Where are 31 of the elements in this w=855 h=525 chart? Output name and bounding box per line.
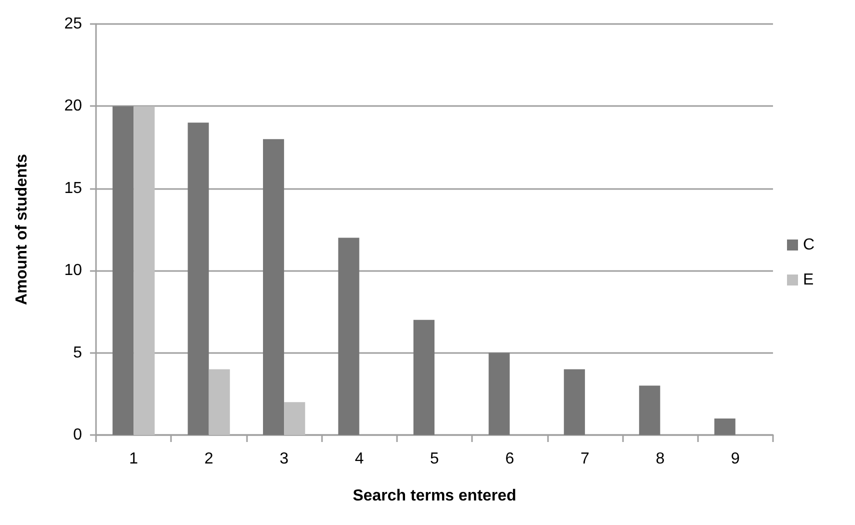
x-tick-label: 5 — [430, 450, 440, 468]
y-tick-label: 0 — [73, 426, 82, 444]
x-tick-label: 4 — [354, 450, 364, 468]
bar — [284, 402, 306, 435]
bar — [488, 352, 510, 435]
x-tick-label: 6 — [505, 450, 514, 468]
x-tick-label: 2 — [204, 450, 214, 468]
bar — [134, 106, 155, 435]
bar — [564, 369, 585, 435]
legend-label: E — [803, 272, 814, 288]
y-tick-label: 20 — [64, 98, 82, 115]
x-tick-label: 7 — [580, 450, 590, 468]
y-tick-label: 15 — [64, 180, 82, 197]
x-axis-title: Search terms entered — [352, 488, 516, 504]
x-tick-label: 3 — [280, 450, 289, 468]
bar — [208, 369, 230, 435]
bar — [112, 106, 134, 435]
bar — [262, 139, 284, 435]
bar — [413, 320, 434, 435]
y-tick-label: 25 — [64, 16, 82, 32]
x-tick-label: 8 — [656, 450, 665, 468]
y-tick-label: 10 — [64, 262, 82, 280]
legend-label: C — [803, 236, 815, 254]
bar — [714, 418, 736, 435]
y-axis-title: Amount of students — [14, 154, 30, 306]
x-tick-label: 9 — [730, 450, 740, 468]
y-tick-label: 5 — [73, 344, 82, 362]
x-tick-label: 1 — [129, 450, 138, 468]
bar — [188, 122, 209, 435]
bar — [338, 238, 360, 435]
bar — [639, 386, 660, 435]
